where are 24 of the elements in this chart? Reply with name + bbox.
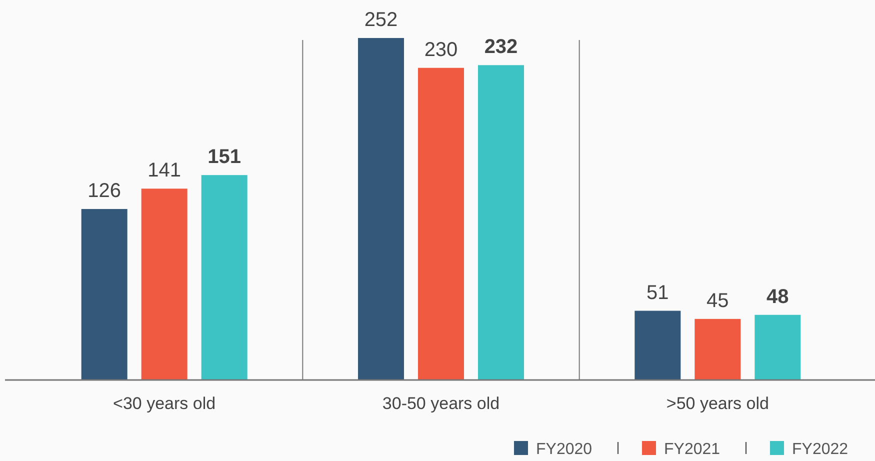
legend-label: FY2021 xyxy=(664,441,720,458)
data-label: 141 xyxy=(148,160,182,182)
data-label: 151 xyxy=(208,146,242,168)
bar xyxy=(358,38,404,380)
data-label: 126 xyxy=(88,180,122,202)
data-label: 48 xyxy=(766,286,789,308)
bar xyxy=(201,175,248,380)
bar xyxy=(81,209,128,380)
x-tick-label: <30 years old xyxy=(113,394,216,413)
bar xyxy=(418,68,464,380)
legend-label: FY2020 xyxy=(536,441,592,458)
legend-label: FY2022 xyxy=(792,441,848,458)
bar xyxy=(694,318,741,380)
data-label: 252 xyxy=(364,9,398,31)
x-tick-label: 30-50 years old xyxy=(382,394,500,413)
x-tick-label: >50 years old xyxy=(666,394,769,413)
data-label: 45 xyxy=(706,290,729,312)
data-label: 51 xyxy=(646,282,669,304)
data-label: 232 xyxy=(484,36,518,58)
bar xyxy=(141,188,188,380)
data-label: 230 xyxy=(424,38,458,61)
bar xyxy=(754,314,801,380)
bar xyxy=(634,310,681,380)
bar xyxy=(478,65,524,380)
